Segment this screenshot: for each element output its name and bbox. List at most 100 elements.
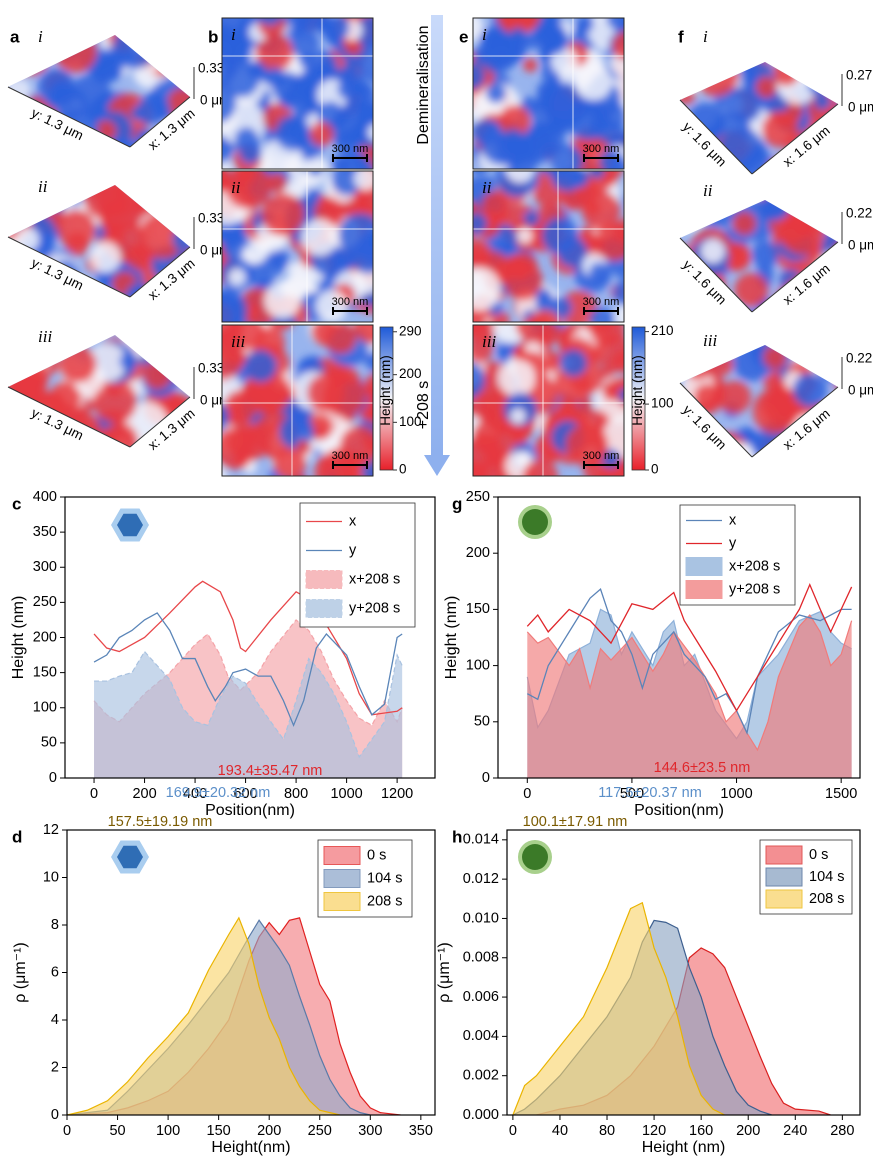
surface-blob [15,267,35,287]
surface-blob [228,268,246,286]
panel-label: d [12,827,22,846]
surface-blob [814,293,838,312]
surface-blob [244,349,277,383]
x-tick-label: 400 [183,786,207,802]
surface-blob [485,83,506,104]
y-tick-label: 200 [33,629,57,645]
legend-swatch [305,599,343,618]
surface-blob [200,305,224,329]
surface-blob [749,309,772,312]
surface-blob [498,359,536,397]
surface-blob [289,28,320,59]
surface-blob [537,331,554,348]
surface-blob [802,436,828,457]
surface-blob [308,171,323,177]
surface-blob [548,111,573,135]
line [526,588,852,736]
scale-bar-label: 300 nm [583,296,620,308]
surface-blob [682,62,719,90]
line [93,580,403,716]
scale-bar-label: 300 nm [332,143,369,155]
legend-label: 0 s [367,847,386,863]
surface-blob [222,467,228,476]
surface-blob [222,288,248,322]
x-tick-label: 800 [284,786,308,802]
y-tick-label: 0 [49,770,57,786]
surface-blob [239,141,262,164]
surface-blob [473,238,491,266]
y-tick-label: 12 [43,822,59,838]
x-tick-label: 1000 [330,786,362,802]
surface-blob [582,325,616,335]
roman-numeral: ii [231,178,241,197]
surface-blob [224,58,240,74]
y-axis-3d [679,382,753,458]
surface-blob [16,129,46,147]
surface-blob [589,171,605,179]
surface-blob [137,93,171,127]
y-axis-title: ρ (μm⁻¹) [436,942,453,1003]
surface-blob [8,397,31,434]
panel-label: g [452,494,462,513]
legend-label: y [729,535,737,551]
surface-blob [172,226,190,252]
roman-numeral: ii [38,177,48,196]
surface-blob [598,100,624,129]
x-tick-label: 50 [109,1123,125,1139]
height-map [222,171,373,322]
panel-label: b [208,27,218,46]
surface-blob [549,296,572,319]
y-tick-label: 0.008 [463,950,499,966]
y-tick-label: 100 [466,657,490,673]
surface-texture [8,35,190,147]
surface-blob [492,259,516,284]
surface-blob [8,77,31,104]
roman-numeral: ii [482,178,492,197]
surface-blob [680,200,704,232]
surface-blob [287,262,304,278]
panel-label: e [459,27,468,46]
surface-blob [8,430,33,447]
surface-blob [8,185,38,217]
surface-blob [694,383,721,410]
surface-blob [734,272,769,307]
surface-blob [119,352,138,371]
surface-blob [510,27,526,42]
surface-blob [581,191,621,230]
surface-blob [622,167,640,185]
surface-blob [265,67,286,89]
surface-blob [276,384,293,401]
legend-label: y [349,542,357,558]
surface-blob [226,428,256,457]
y-tick-label: 400 [33,489,57,505]
legend-label: y+208 s [349,600,400,616]
legend-label: 104 s [367,870,402,886]
y-tick-label: 2 [51,1059,59,1075]
legend-swatch [765,867,803,887]
surface-blob [610,350,624,374]
area-fill [527,615,852,778]
surface-blob [203,109,221,127]
surface-blob [510,258,532,280]
y-tick-label: 50 [41,735,57,751]
map-frame [221,324,374,477]
height-map [473,325,624,476]
colorbar [631,326,646,471]
x-axis-3d [129,96,191,148]
surface-blob [261,192,305,237]
surface-blob [730,313,745,328]
plot-area [526,583,853,778]
surface-blob [812,156,837,174]
annotation: 100.1±17.91 nm [523,814,628,830]
legend-swatch [323,846,361,865]
x-tick-label: 500 [620,786,644,802]
surface-blob [823,301,838,312]
z-max-label: 0.27 μm [846,68,873,83]
surface-blob [352,116,373,148]
plot-area [93,580,403,778]
sample-icon [117,845,143,869]
surface-blob [792,62,828,81]
surface-blob [822,304,838,312]
y-axis-3d [7,386,131,448]
surface-blob [832,144,838,174]
